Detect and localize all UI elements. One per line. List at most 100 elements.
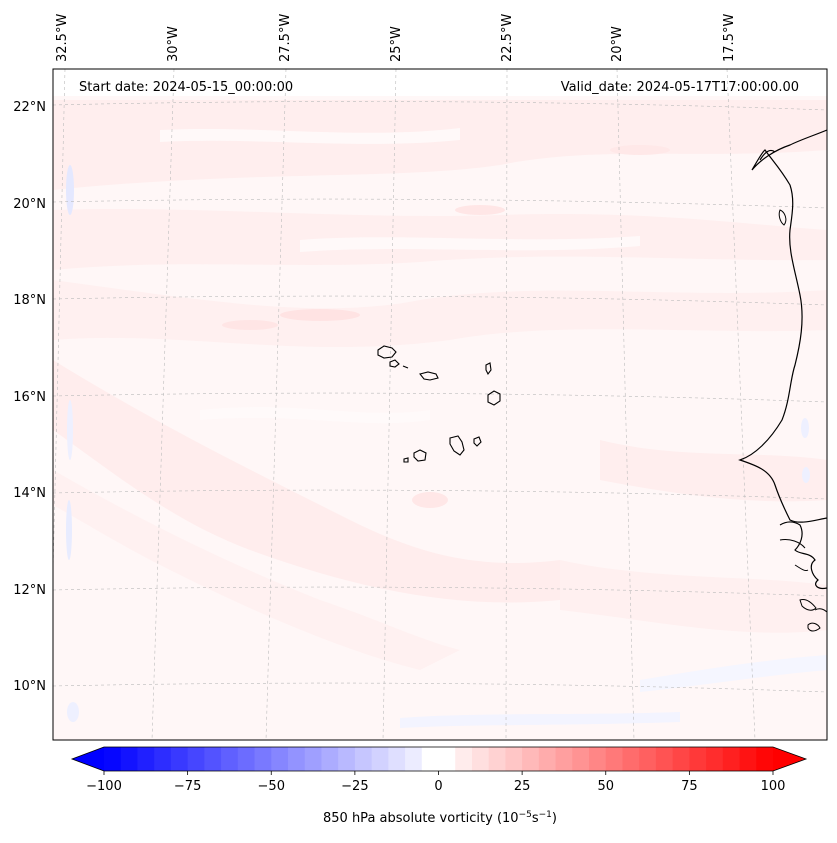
valid-date-label: Valid_date: 2024-05-17T17:00:00.00 (561, 80, 799, 95)
colorbar-segment (221, 747, 239, 771)
gridline-lat (53, 489, 827, 500)
colorbar-arrow-positive (773, 747, 806, 771)
gridlines (53, 69, 827, 740)
colorbar-segment (689, 747, 707, 771)
coastline-detail (799, 599, 817, 611)
colorbar-segment (187, 747, 205, 771)
label-strip (53, 69, 827, 96)
colorbar-segment (655, 747, 674, 771)
island (449, 435, 465, 456)
colorbar-segment (455, 747, 473, 771)
gridline-lon (382, 69, 397, 740)
lon-label: 20°W (610, 26, 625, 62)
vorticity-band (53, 100, 827, 190)
colorbar-segment (304, 747, 323, 771)
lon-label: 17.5°W (722, 14, 737, 62)
longitude-labels: 32.5°W 30°W 27.5°W 25°W 22.5°W 20°W 17.5… (55, 14, 737, 62)
colorbar-segment (522, 747, 540, 771)
vorticity-spot (455, 205, 505, 215)
lon-label: 30°W (166, 26, 181, 62)
colorbar-segment (739, 747, 757, 771)
colorbar-segment (438, 747, 456, 771)
colorbar-segment (605, 747, 624, 771)
vorticity-field (53, 69, 827, 740)
island (402, 365, 409, 369)
island (413, 449, 427, 462)
lat-label: 12°N (13, 583, 46, 598)
colorbar-segment (170, 747, 189, 771)
colorbar-segment (338, 747, 356, 771)
lat-label: 18°N (13, 293, 46, 308)
colorbar-segment (706, 747, 724, 771)
map-background (53, 69, 827, 740)
lon-label: 25°W (389, 26, 404, 62)
vorticity-spot (280, 309, 360, 321)
colorbar-segment (756, 747, 774, 771)
vorticity-negative-patch (67, 702, 79, 722)
gridline-lon (151, 69, 175, 740)
colorbar-segment (254, 747, 272, 771)
coastline-detail (814, 608, 827, 613)
vorticity-negative-patch (802, 467, 810, 483)
map-frame (52, 68, 828, 741)
colorbar-segment (639, 747, 657, 771)
lon-label: 27.5°W (278, 14, 293, 62)
cape-verde-islands (377, 345, 501, 463)
gridline-lat (53, 682, 827, 693)
coastline-guinea (779, 521, 827, 590)
start-date-label: Start date: 2024-05-15_00:00:00 (79, 80, 293, 95)
gridline-lon (726, 69, 756, 740)
vorticity-negative-patch (66, 500, 72, 560)
colorbar-tick-label: −50 (258, 779, 285, 794)
colorbar-tick-label: −100 (86, 779, 122, 794)
colorbar-segment (471, 747, 490, 771)
coastline-detail (778, 209, 787, 226)
colorbar-segment (271, 747, 289, 771)
vorticity-band (560, 560, 827, 633)
colorbar-segment (287, 747, 306, 771)
gridline-lat (53, 198, 827, 209)
gridline-lat (53, 101, 827, 111)
colorbar-segment (672, 747, 690, 771)
colorbar-segment (388, 747, 406, 771)
lat-label: 16°N (13, 390, 46, 405)
coastline-africa (738, 129, 827, 523)
colorbar-ticks: −100 −75 −50 −25 0 25 50 75 100 (86, 771, 785, 794)
vorticity-spot (412, 492, 448, 508)
latitude-labels: 22°N 20°N 18°N 16°N 14°N 12°N 10°N (13, 100, 46, 694)
gridline-lat (53, 586, 827, 597)
vorticity-band (600, 440, 827, 502)
island (377, 345, 397, 359)
colorbar-tick-label: 0 (434, 779, 442, 794)
colorbar-segment (722, 747, 741, 771)
colorbar-segment (421, 747, 440, 771)
vorticity-band (53, 280, 827, 348)
vorticity-negative-patch (801, 418, 809, 438)
colorbar-segment (354, 747, 373, 771)
colorbar-tick-label: 75 (681, 779, 698, 794)
vorticity-spot (610, 145, 670, 155)
island (487, 390, 501, 406)
colorbar-segment (321, 747, 339, 771)
coastline-detail (759, 149, 776, 161)
colorbar-segment (622, 747, 640, 771)
colorbar-arrow-negative (72, 747, 104, 771)
gridline-lon (616, 69, 635, 740)
gridline-lat (53, 295, 827, 306)
colorbar-segment (572, 747, 590, 771)
colorbar-segment (204, 747, 222, 771)
lon-label: 32.5°W (55, 14, 70, 62)
coastline-detail (807, 622, 821, 632)
island (485, 362, 492, 376)
island (419, 371, 439, 381)
lat-label: 20°N (13, 197, 46, 212)
gridline-lon (505, 69, 508, 740)
map-panel: Start date: 2024-05-15_00:00:00 Valid_da… (13, 14, 828, 741)
vorticity-negative-patch (67, 400, 73, 460)
vorticity-streak (160, 128, 460, 144)
colorbar-title: 850 hPa absolute vorticity (10−5s−1) (323, 810, 557, 826)
colorbar-tick-label: 50 (597, 779, 614, 794)
colorbar-segment (555, 747, 573, 771)
colorbar: −100 −75 −50 −25 0 25 50 75 100 850 hPa absolute… (70, 746, 808, 826)
